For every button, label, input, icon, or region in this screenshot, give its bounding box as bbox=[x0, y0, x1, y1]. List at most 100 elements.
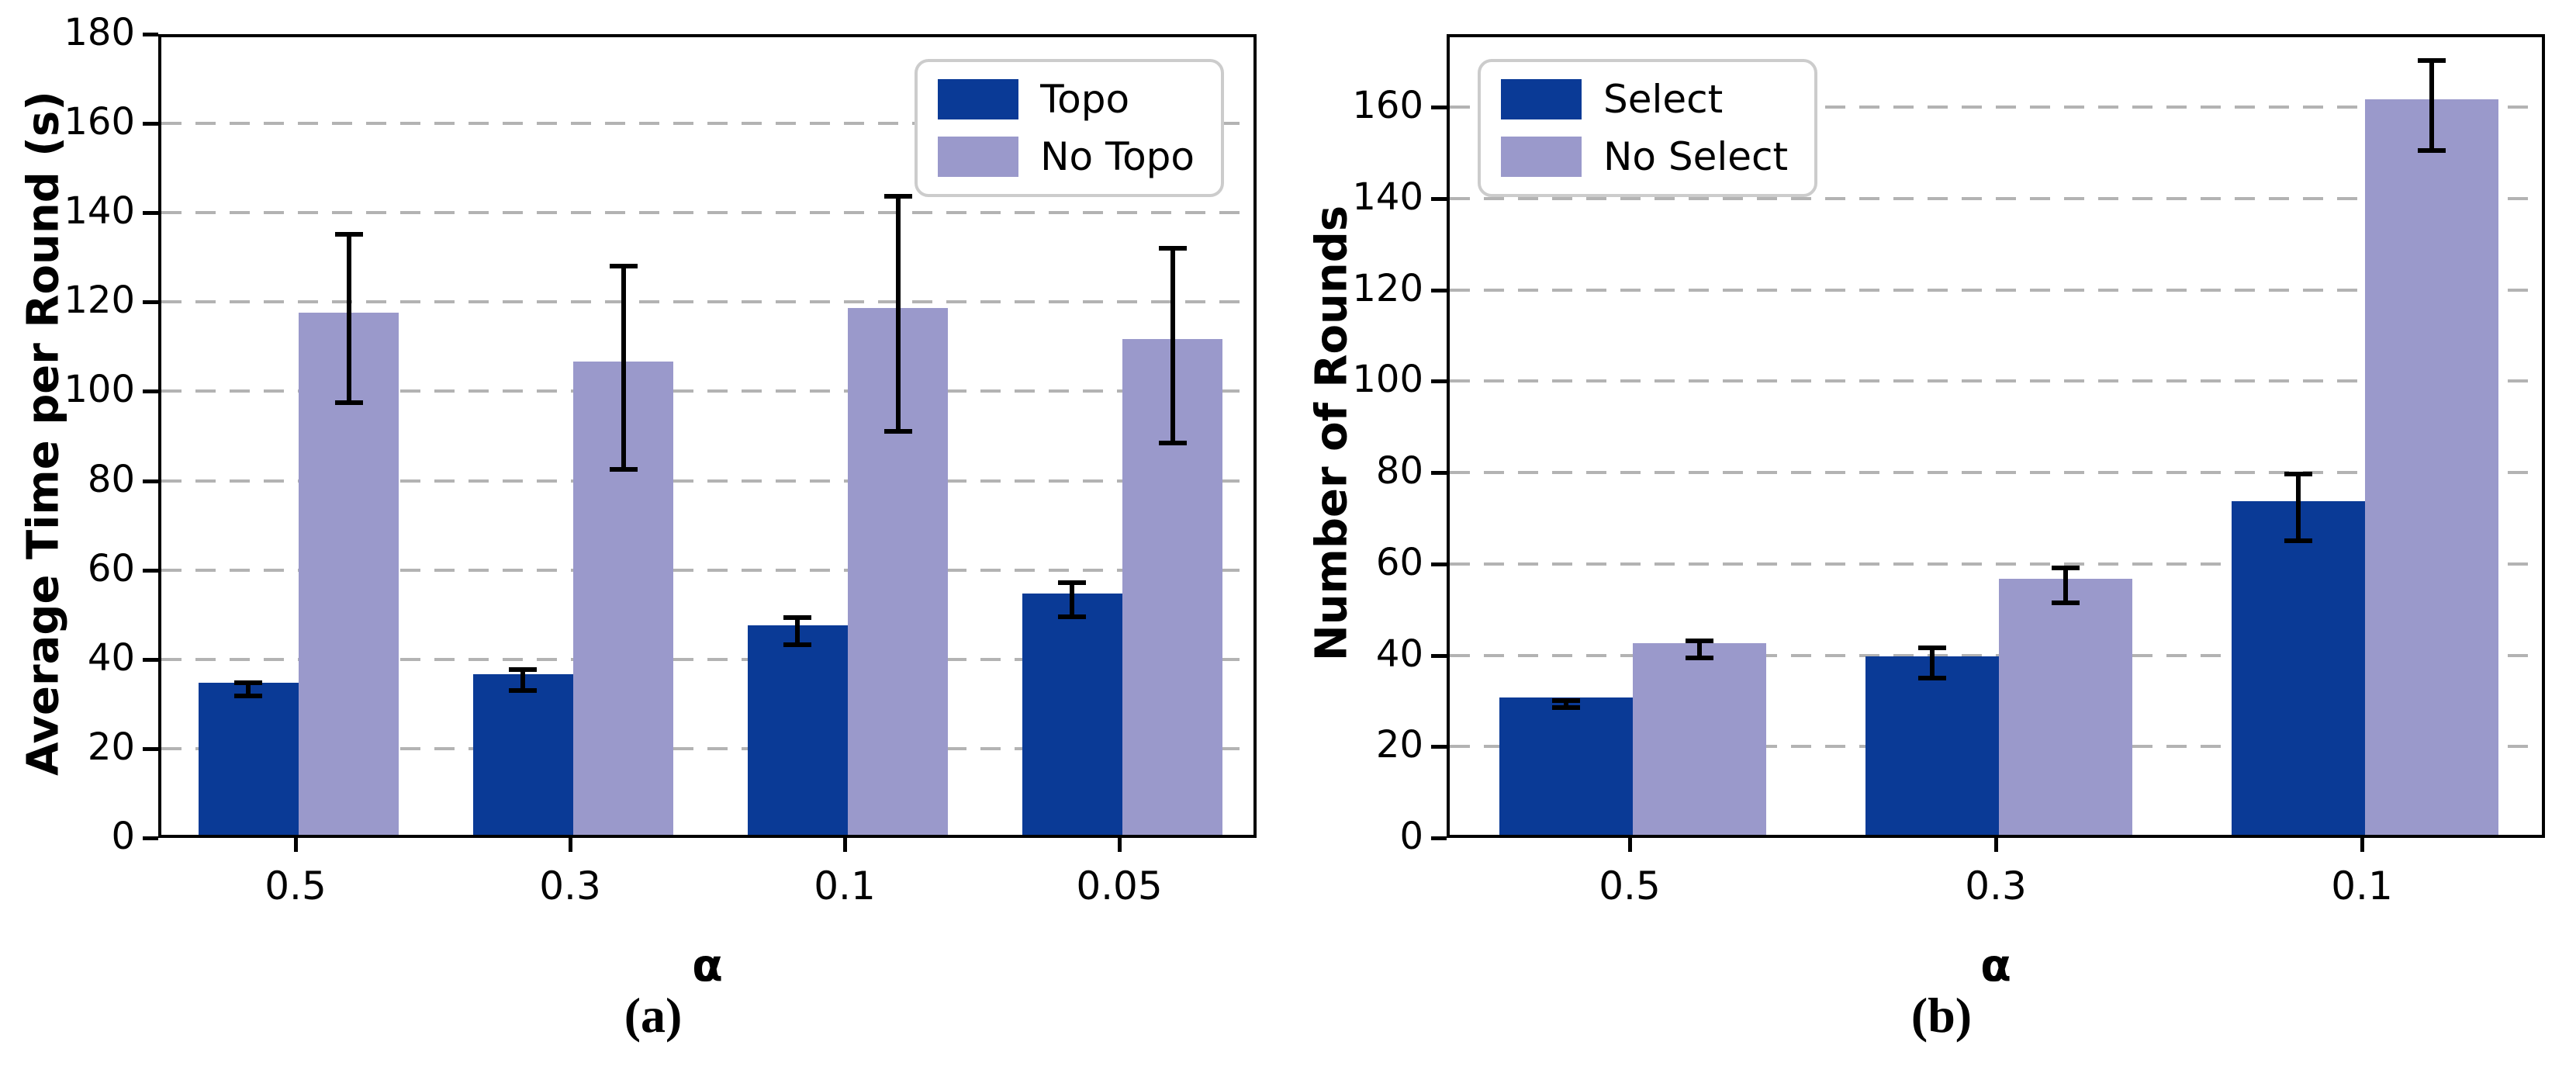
y-tick-label: 120 bbox=[1352, 266, 1423, 310]
gridline bbox=[161, 657, 1253, 661]
y-tick-label: 100 bbox=[1352, 358, 1423, 402]
error-bar-cap bbox=[1686, 655, 1714, 660]
gridline bbox=[161, 568, 1253, 572]
y-tick-mark bbox=[1431, 379, 1447, 384]
x-tick-label: 0.3 bbox=[1965, 864, 2027, 909]
error-bar bbox=[1170, 247, 1175, 444]
legend-item: Topo bbox=[938, 79, 1195, 119]
chart-panel-b: Number of Rounds Select No Select α (b) 0… bbox=[1288, 0, 2576, 1073]
error-bar bbox=[2429, 60, 2435, 152]
y-tick-mark bbox=[143, 836, 158, 840]
bar-no-select-0.3 bbox=[1999, 579, 2133, 835]
error-bar-cap bbox=[883, 429, 912, 434]
y-tick-mark bbox=[1431, 745, 1447, 749]
x-tick-mark bbox=[1118, 838, 1122, 852]
error-bar-cap bbox=[1158, 440, 1187, 445]
gridline bbox=[1450, 379, 2542, 383]
error-bar bbox=[795, 617, 800, 646]
y-tick-mark bbox=[143, 657, 158, 662]
error-bar bbox=[895, 196, 901, 433]
gridline bbox=[161, 479, 1253, 483]
error-bar-cap bbox=[334, 232, 363, 237]
y-tick-mark bbox=[143, 389, 158, 394]
gridline bbox=[1450, 562, 2542, 566]
x-tick-label: 0.05 bbox=[1076, 864, 1163, 909]
bar-topo-0.05 bbox=[1022, 594, 1122, 835]
x-tick-mark bbox=[1994, 838, 1998, 852]
error-bar bbox=[520, 669, 526, 692]
error-bar-cap bbox=[2052, 565, 2080, 570]
y-tick-label: 40 bbox=[87, 635, 135, 680]
gridline bbox=[161, 389, 1253, 393]
gridline bbox=[161, 300, 1253, 304]
subfigure-caption-b: (b) bbox=[1910, 988, 1973, 1043]
y-tick-mark bbox=[143, 300, 158, 305]
legend-swatch-no-topo bbox=[938, 137, 1019, 177]
error-bar bbox=[2295, 473, 2301, 542]
gridline bbox=[1450, 106, 2542, 109]
x-tick-mark bbox=[843, 838, 847, 852]
y-tick-label: 160 bbox=[64, 100, 135, 144]
x-tick-mark bbox=[1628, 838, 1632, 852]
y-tick-mark bbox=[143, 479, 158, 483]
y-tick-label: 60 bbox=[87, 546, 135, 590]
y-tick-label: 80 bbox=[1375, 449, 1423, 493]
x-axis-label: α bbox=[692, 939, 723, 992]
y-tick-label: 20 bbox=[87, 725, 135, 769]
bar-topo-0.1 bbox=[747, 625, 848, 835]
error-bar-cap bbox=[1551, 705, 1580, 711]
error-bar bbox=[246, 681, 251, 697]
y-tick-label: 160 bbox=[1352, 84, 1423, 128]
x-tick-mark bbox=[2360, 838, 2364, 852]
bar-select-0.5 bbox=[1499, 697, 1633, 835]
error-bar-cap bbox=[2418, 148, 2446, 154]
bar-select-0.3 bbox=[1865, 656, 1999, 835]
y-tick-label: 0 bbox=[111, 815, 135, 858]
legend-item: No Topo bbox=[938, 137, 1195, 177]
y-tick-mark bbox=[1431, 288, 1447, 292]
error-bar bbox=[1697, 640, 1703, 659]
error-bar-cap bbox=[1158, 245, 1187, 251]
bar-topo-0.3 bbox=[472, 673, 573, 835]
error-bar bbox=[2063, 566, 2069, 604]
y-tick-label: 20 bbox=[1375, 723, 1423, 767]
error-bar-cap bbox=[1058, 614, 1087, 620]
error-bar-cap bbox=[2284, 538, 2312, 544]
error-bar-cap bbox=[1917, 645, 1946, 650]
legend-swatch-no-select bbox=[1501, 137, 1582, 177]
y-tick-mark bbox=[143, 122, 158, 126]
legend-swatch-select bbox=[1501, 79, 1582, 119]
error-bar bbox=[346, 234, 351, 403]
error-bar-cap bbox=[1058, 580, 1087, 586]
y-tick-mark bbox=[1431, 196, 1447, 201]
y-tick-mark bbox=[143, 746, 158, 751]
error-bar-cap bbox=[1686, 639, 1714, 643]
x-tick-label: 0.5 bbox=[1599, 864, 1661, 909]
error-bar-cap bbox=[783, 615, 812, 621]
y-tick-label: 140 bbox=[64, 189, 135, 234]
y-tick-mark bbox=[143, 33, 158, 36]
error-bar-cap bbox=[234, 694, 263, 699]
error-bar bbox=[621, 265, 626, 471]
error-bar-cap bbox=[334, 400, 363, 405]
legend: Select No Select bbox=[1478, 59, 1818, 197]
y-tick-label: 40 bbox=[1375, 632, 1423, 676]
x-tick-label: 0.3 bbox=[539, 864, 601, 909]
error-bar-cap bbox=[609, 467, 638, 472]
y-tick-mark bbox=[1431, 653, 1447, 658]
error-bar bbox=[1070, 582, 1075, 618]
plot-area: Select No Select bbox=[1447, 34, 2545, 838]
error-bar bbox=[1563, 699, 1568, 709]
x-tick-mark bbox=[294, 838, 298, 852]
gridline bbox=[1450, 653, 2542, 657]
error-bar-cap bbox=[1917, 676, 1946, 681]
x-tick-label: 0.5 bbox=[265, 864, 327, 909]
y-tick-label: 80 bbox=[87, 457, 135, 501]
bar-topo-0.5 bbox=[198, 683, 299, 835]
y-tick-label: 120 bbox=[64, 279, 135, 323]
error-bar-cap bbox=[509, 688, 538, 694]
chart-panel-a: Average Time per Round (s) Topo No Topo α… bbox=[19, 14, 1257, 1043]
error-bar-cap bbox=[883, 194, 912, 199]
x-tick-label: 0.1 bbox=[814, 864, 876, 909]
